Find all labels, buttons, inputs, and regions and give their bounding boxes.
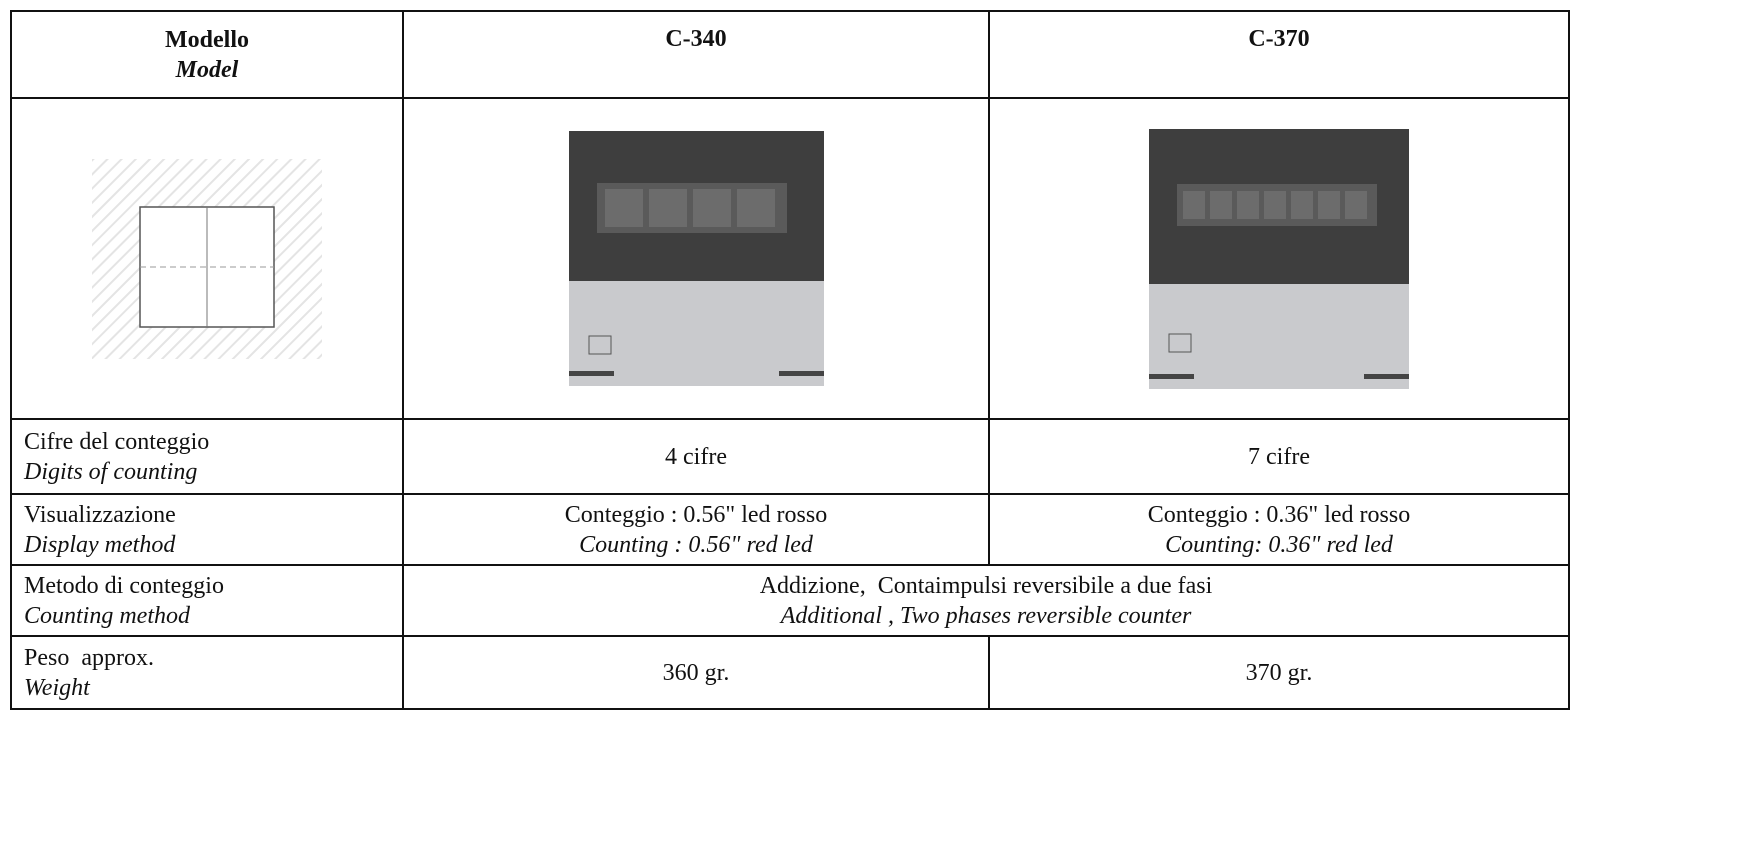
value-cell: Conteggio : 0.56" led rosso Counting : 0.… [402, 493, 990, 566]
header-cell: C-340 [402, 10, 990, 99]
image-row [10, 97, 1570, 420]
value-cell: 370 gr. [988, 635, 1570, 710]
model-name: C-340 [665, 26, 727, 52]
model-name: C-370 [1248, 26, 1310, 52]
value: 4 cifre [665, 443, 727, 470]
value-en: Counting : 0.56" red led [579, 531, 813, 558]
merged-value-cell: Addizione, Contaimpulsi reversibile a du… [402, 564, 1570, 637]
spec-row: Cifre del conteggio Digits of counting 4 … [10, 418, 1570, 495]
panel-cutout-drawing [92, 158, 322, 359]
value-cell: Conteggio : 0.36" led rosso Counting: 0.3… [988, 493, 1570, 566]
label-cell: Peso approx. Weight [10, 635, 404, 710]
label-it: Metodo di conteggio [24, 572, 224, 599]
c340-photo [568, 131, 824, 386]
label-en: Counting method [24, 602, 190, 629]
value-en: Counting: 0.36" red led [1165, 531, 1393, 558]
label-it: Visualizzazione [24, 501, 176, 528]
value-it: Conteggio : 0.56" led rosso [564, 501, 828, 528]
label-cell: Cifre del conteggio Digits of counting [10, 418, 404, 495]
header-label-en: Model [175, 56, 239, 83]
spec-row: Peso approx. Weight 360 gr. 370 gr. [10, 635, 1570, 710]
spec-table: Modello Model C-340 C-370 [10, 10, 1570, 710]
spec-row: Metodo di conteggio Counting method Addiz… [10, 564, 1570, 637]
value: 360 gr. [662, 659, 730, 686]
label-it: Cifre del conteggio [24, 428, 210, 455]
label-en: Digits of counting [24, 458, 198, 485]
spec-row: Visualizzazione Display method Conteggio … [10, 493, 1570, 566]
value-it: Addizione, Contaimpulsi reversibile a du… [759, 572, 1213, 599]
value-cell: 360 gr. [402, 635, 990, 710]
label-en: Weight [24, 674, 90, 701]
value-it: Conteggio : 0.36" led rosso [1147, 501, 1411, 528]
label-it: Peso approx. [24, 644, 154, 671]
value-cell: 4 cifre [402, 418, 990, 495]
image-cell [402, 97, 990, 420]
value-cell: 7 cifre [988, 418, 1570, 495]
header-label-it: Modello [165, 26, 249, 53]
label-cell: Visualizzazione Display method [10, 493, 404, 566]
c370-photo [1149, 128, 1409, 389]
header-row: Modello Model C-340 C-370 [10, 10, 1570, 99]
label-en: Display method [24, 531, 176, 558]
value-en: Additional , Two phases reversible count… [780, 602, 1192, 629]
header-cell: Modello Model [10, 10, 404, 99]
header-cell: C-370 [988, 10, 1570, 99]
label-cell: Metodo di conteggio Counting method [10, 564, 404, 637]
value: 7 cifre [1248, 443, 1310, 470]
image-cell [10, 97, 404, 420]
value: 370 gr. [1245, 659, 1313, 686]
image-cell [988, 97, 1570, 420]
